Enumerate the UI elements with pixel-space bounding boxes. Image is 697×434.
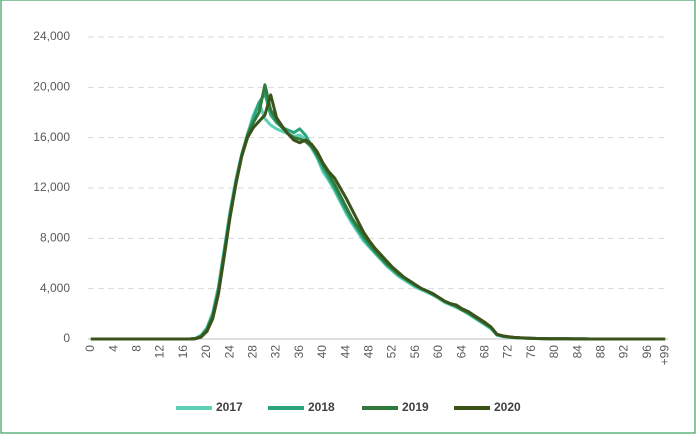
x-tick-label: 52 bbox=[385, 345, 399, 359]
y-tick-label: 24,000 bbox=[33, 29, 70, 43]
x-tick-label: 60 bbox=[431, 345, 445, 359]
x-tick-label: 44 bbox=[338, 345, 352, 359]
x-tick-label: 28 bbox=[245, 345, 259, 359]
legend-label: 2018 bbox=[308, 400, 335, 414]
x-tick-label: 36 bbox=[292, 345, 306, 359]
x-tick-label: 80 bbox=[547, 345, 561, 359]
x-tick-label: 76 bbox=[524, 345, 538, 359]
x-tick-label: 68 bbox=[477, 345, 491, 359]
x-tick-label: 96 bbox=[640, 345, 654, 359]
x-tick-label: 48 bbox=[361, 345, 375, 359]
y-tick-label: 8,000 bbox=[40, 231, 70, 245]
legend-label: 2019 bbox=[402, 400, 429, 414]
y-tick-label: 16,000 bbox=[33, 130, 70, 144]
y-tick-label: 4,000 bbox=[40, 281, 70, 295]
legend-label: 2020 bbox=[494, 400, 521, 414]
x-tick-label: 0 bbox=[83, 345, 97, 352]
x-tick-label: 40 bbox=[315, 345, 329, 359]
series-line bbox=[90, 83, 666, 341]
series-line bbox=[90, 93, 666, 341]
x-tick-label: 8 bbox=[129, 345, 143, 352]
x-tick-label: 64 bbox=[454, 345, 468, 359]
x-tick-label: 12 bbox=[153, 345, 167, 359]
x-tick-label: 20 bbox=[199, 345, 213, 359]
y-tick-label: 12,000 bbox=[33, 180, 70, 194]
x-tick-label: 56 bbox=[408, 345, 422, 359]
x-tick-label: 88 bbox=[593, 345, 607, 359]
x-tick-label: 84 bbox=[570, 345, 584, 359]
x-tick-label: +99 bbox=[657, 345, 671, 366]
series-line bbox=[90, 92, 666, 341]
y-tick-label: 20,000 bbox=[33, 80, 70, 94]
x-tick-label: 72 bbox=[501, 345, 515, 359]
x-tick-label: 4 bbox=[106, 345, 120, 352]
x-tick-label: 92 bbox=[617, 345, 631, 359]
x-tick-label: 32 bbox=[269, 345, 283, 359]
legend-label: 2017 bbox=[216, 400, 243, 414]
x-tick-label: 16 bbox=[176, 345, 190, 359]
x-tick-label: 24 bbox=[222, 345, 236, 359]
y-tick-label: 0 bbox=[63, 331, 70, 345]
